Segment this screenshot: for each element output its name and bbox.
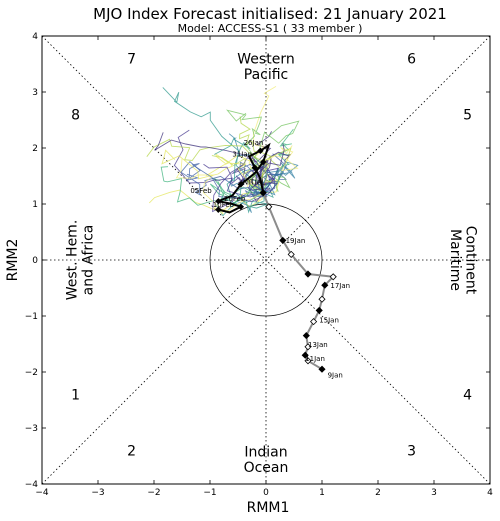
ensemble-member-track [230,164,275,194]
region-label-left-line1: West. Hem. [65,220,81,301]
x-tick-label: −4 [35,488,49,498]
observed-point [304,343,312,351]
y-tick-label: 2 [32,144,38,154]
observed-point [329,273,337,281]
observed-date-label: 17Jan [330,282,350,290]
ensemble-mean-point [215,206,222,213]
y-tick-label: −4 [25,480,39,490]
phase-label-2: 2 [127,443,136,459]
chart-title: MJO Index Forecast initialised: 21 Janua… [93,5,447,23]
x-tick-label: 3 [431,488,437,498]
region-label-right-line1: Maritime [447,229,463,291]
ensemble-member-track [247,120,300,196]
ensemble-date-label: 31Jan [232,150,252,158]
x-axis-label: RMM1 [247,500,290,516]
ensemble-member-track [203,163,279,213]
region-label-top-line2: Pacific [244,67,289,83]
ensemble-member-track [188,163,268,199]
ensemble-date-label: 10Feb [213,201,235,209]
observed-date-label: 9Jan [328,372,343,380]
observed-date-label: 19Jan [286,237,306,245]
plot-area: 9Jan 11Jan 13Jan 15Jan 17Jan 19Jan INITIAL 26Ja… [25,32,493,498]
x-tick-label: −1 [203,488,216,498]
ensemble-member-track [263,161,299,194]
ensemble-mean-point [237,181,245,188]
y-tick-label: −1 [25,312,38,322]
ensemble-mean-point [259,189,267,197]
ensemble-date-label: 20Feb [224,195,246,203]
x-tick-label: 0 [263,488,269,498]
ensemble-member-track [209,177,264,203]
x-tick-label: 2 [375,488,381,498]
observed-point [304,357,312,365]
ensemble-member-track [180,160,264,196]
ensemble-member-track [258,166,280,194]
observed-point [279,236,287,244]
ensemble-mean-line [214,142,271,214]
ensemble-date-label: 05Feb [190,187,212,195]
x-tick-label: 4 [487,488,493,498]
observed-point [315,306,323,314]
ensemble-mean-point [215,197,222,205]
observed-point [265,203,273,211]
ensemble-mean-point [257,147,264,155]
observed-point [318,295,326,303]
ensemble-mean-point [237,203,245,211]
ensemble-mean-point [251,164,259,171]
ensemble-member-track [161,149,264,194]
ensemble-member-track [160,166,264,206]
region-label-bottom-line1: Indian [244,445,287,461]
x-tick-label: −3 [91,488,104,498]
x-tick-label: −2 [147,488,160,498]
ensemble-member-track [154,132,272,194]
region-label-top-line1: Western [237,51,294,67]
y-axis-label: RMM2 [5,239,21,282]
y-tick-label: −2 [25,368,38,378]
chart-subtitle: Model: ACCESS-S1 ( 33 member ) [178,22,363,35]
region-label-right-line2: Continent [462,226,478,295]
y-tick-label: 4 [32,32,38,42]
observed-point [321,281,329,289]
observed-point [318,365,326,373]
observed-date-label: 15Jan [319,317,339,325]
ensemble-member-tracks [146,86,300,217]
observed-point [304,270,312,278]
phase-label-8: 8 [71,107,80,123]
phase-label-6: 6 [407,51,416,67]
ensemble-member-track [173,129,264,198]
observed-point [301,351,309,359]
ensemble-member-track [239,161,284,194]
x-tick-label: 1 [319,488,325,498]
region-label-bottom-line2: Ocean [244,460,289,476]
region-label-left-line2: and Africa [80,225,96,296]
observed-point [287,250,295,258]
observed-date-label: 13Jan [308,341,328,349]
ensemble-mean-point [259,158,267,166]
y-tick-label: 0 [32,256,38,266]
y-tick-label: 3 [32,88,38,98]
ensemble-member-track [205,152,280,194]
ensemble-date-label: 26Jan [244,139,264,147]
observed-point [310,318,318,326]
phase-label-7: 7 [127,51,136,67]
phase-label-4: 4 [463,387,472,403]
y-tick-label: −3 [25,424,38,434]
phase-label-3: 3 [407,443,416,459]
y-tick-label: 1 [32,200,38,210]
observed-date-label: INITIAL [241,178,265,186]
observed-date-label: 11Jan [305,355,325,363]
phase-label-1: 1 [71,387,80,403]
ensemble-member-track [175,158,264,215]
phase-label-5: 5 [463,107,472,123]
observed-point [302,332,310,340]
